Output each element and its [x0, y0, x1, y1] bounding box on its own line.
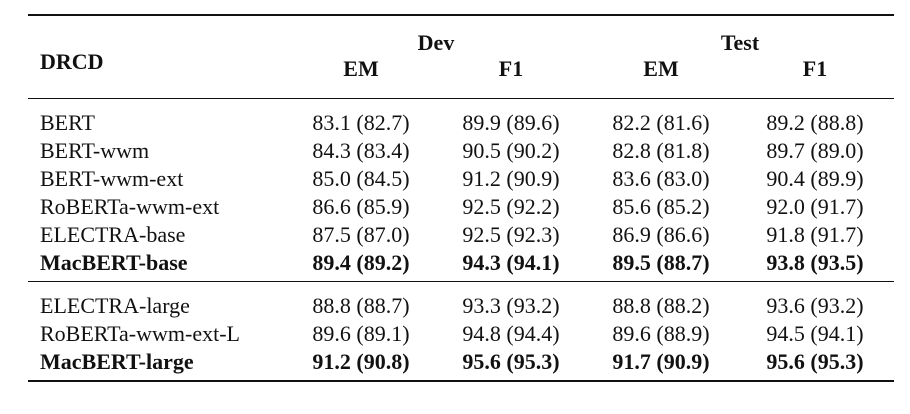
subheader-dev-em: EM	[343, 56, 379, 81]
dev-em-cell: 89.6 (89.1)	[312, 321, 410, 346]
dev-f1-cell: 95.6 (95.3)	[436, 348, 586, 382]
dev-em-cell: 83.1 (82.7)	[286, 98, 436, 137]
header-row-metrics: EM F1 EM F1	[28, 56, 894, 99]
model-name: RoBERTa-wwm-ext	[40, 194, 220, 219]
model-name: BERT-wwm-ext	[40, 166, 184, 191]
table-row: BERT-wwm 84.3 (83.4) 90.5 (90.2) 82.8 (8…	[28, 137, 894, 165]
test-f1-cell: 91.8 (91.7)	[766, 222, 864, 247]
dev-f1-cell: 94.3 (94.1)	[462, 250, 560, 275]
header-row-groups: DRCD Dev Test	[28, 14, 894, 99]
table-row: RoBERTa-wwm-ext-L 89.6 (89.1) 94.8 (94.4…	[28, 320, 894, 348]
test-em-cell: 82.2 (81.6)	[586, 98, 736, 137]
model-name: MacBERT-base	[40, 250, 188, 275]
table-row: BERT-wwm-ext 85.0 (84.5) 91.2 (90.9) 83.…	[28, 165, 894, 193]
drcd-results-table: DRCD Dev Test EM F1 EM F1 BERT 83.1 (82.…	[28, 14, 894, 382]
group-header-test: Test	[586, 14, 894, 56]
table-row: BERT 83.1 (82.7) 89.9 (89.6) 82.2 (81.6)…	[28, 98, 894, 137]
dev-f1-cell: 90.5 (90.2)	[462, 138, 560, 163]
test-f1-cell: 89.2 (88.8)	[736, 98, 894, 137]
subheader-dev-f1: F1	[498, 56, 524, 81]
model-name: RoBERTa-wwm-ext-L	[40, 321, 240, 346]
table-row-highlight: MacBERT-base 89.4 (89.2) 94.3 (94.1) 89.…	[28, 249, 894, 282]
model-name: ELECTRA-large	[28, 281, 286, 320]
subheader-test-em: EM	[643, 56, 679, 81]
corner-label: DRCD	[28, 14, 286, 99]
dev-em-cell: 86.6 (85.9)	[312, 194, 410, 219]
test-f1-cell: 89.7 (89.0)	[766, 138, 864, 163]
test-f1-cell: 94.5 (94.1)	[766, 321, 864, 346]
table-row-highlight: MacBERT-large 91.2 (90.8) 95.6 (95.3) 91…	[28, 348, 894, 382]
model-name: ELECTRA-base	[40, 222, 186, 247]
test-f1-cell: 95.6 (95.3)	[736, 348, 894, 382]
test-em-cell: 91.7 (90.9)	[586, 348, 736, 382]
results-table-container: DRCD Dev Test EM F1 EM F1 BERT 83.1 (82.…	[28, 14, 894, 382]
dev-em-cell: 87.5 (87.0)	[312, 222, 410, 247]
dev-f1-cell: 89.9 (89.6)	[436, 98, 586, 137]
model-name: MacBERT-large	[28, 348, 286, 382]
dev-em-cell: 91.2 (90.8)	[286, 348, 436, 382]
test-f1-cell: 92.0 (91.7)	[766, 194, 864, 219]
test-em-cell: 83.6 (83.0)	[612, 166, 710, 191]
dev-f1-cell: 93.3 (93.2)	[436, 281, 586, 320]
group-header-dev: Dev	[286, 14, 586, 56]
test-em-cell: 86.9 (86.6)	[612, 222, 710, 247]
model-name: BERT	[28, 98, 286, 137]
test-f1-cell: 90.4 (89.9)	[766, 166, 864, 191]
test-em-cell: 88.8 (88.2)	[586, 281, 736, 320]
dev-em-cell: 84.3 (83.4)	[312, 138, 410, 163]
subheader-test-f1: F1	[802, 56, 828, 81]
dev-f1-cell: 94.8 (94.4)	[462, 321, 560, 346]
table-row: ELECTRA-base 87.5 (87.0) 92.5 (92.3) 86.…	[28, 221, 894, 249]
test-f1-cell: 93.6 (93.2)	[736, 281, 894, 320]
test-f1-cell: 93.8 (93.5)	[766, 250, 864, 275]
dev-f1-cell: 92.5 (92.3)	[462, 222, 560, 247]
dev-em-cell: 88.8 (88.7)	[286, 281, 436, 320]
test-em-cell: 85.6 (85.2)	[612, 194, 710, 219]
test-em-cell: 89.5 (88.7)	[612, 250, 710, 275]
table-row: RoBERTa-wwm-ext 86.6 (85.9) 92.5 (92.2) …	[28, 193, 894, 221]
test-em-cell: 89.6 (88.9)	[612, 321, 710, 346]
test-em-cell: 82.8 (81.8)	[612, 138, 710, 163]
table-row: ELECTRA-large 88.8 (88.7) 93.3 (93.2) 88…	[28, 281, 894, 320]
dev-f1-cell: 92.5 (92.2)	[462, 194, 560, 219]
model-name: BERT-wwm	[40, 138, 150, 163]
dev-em-cell: 89.4 (89.2)	[312, 250, 410, 275]
dev-em-cell: 85.0 (84.5)	[312, 166, 410, 191]
dev-f1-cell: 91.2 (90.9)	[462, 166, 560, 191]
